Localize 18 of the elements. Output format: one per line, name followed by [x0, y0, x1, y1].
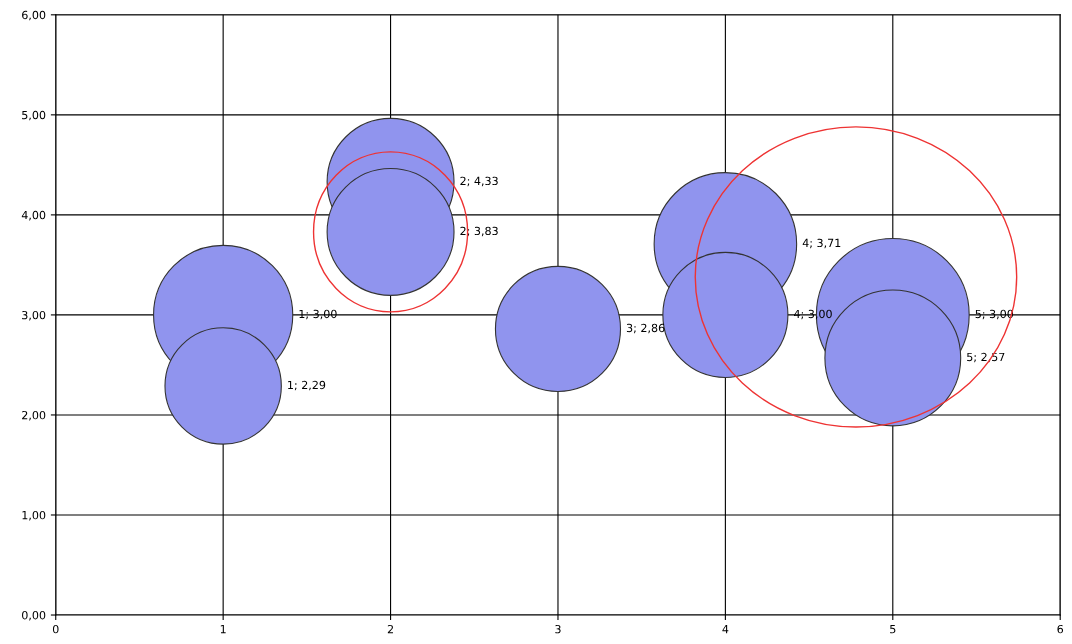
data-label: 2; 4,33 [460, 176, 498, 187]
y-tick-label: 3,00 [22, 310, 46, 321]
x-tick-label: 2 [387, 624, 393, 634]
y-tick-label: 4,00 [21, 210, 46, 221]
x-tick-label: 6 [1057, 624, 1064, 634]
y-tick-label: 0,00 [22, 610, 46, 621]
data-label: 4; 3,71 [802, 238, 841, 249]
x-tick-label: 0 [52, 624, 59, 634]
y-tick-label: 6,00 [22, 10, 46, 21]
x-tick-label: 5 [890, 625, 896, 634]
data-label: 1; 2,29 [288, 380, 326, 391]
x-tick-label: 4 [722, 625, 729, 634]
y-tick-label: 2,00 [22, 410, 46, 421]
data-label: 3; 2,86 [626, 323, 665, 334]
y-tick-label: 5,00 [22, 110, 46, 121]
y-tick-label: 1,00 [22, 510, 46, 521]
x-tick-label: 3 [555, 624, 561, 634]
x-tick-label: 1 [220, 625, 226, 634]
